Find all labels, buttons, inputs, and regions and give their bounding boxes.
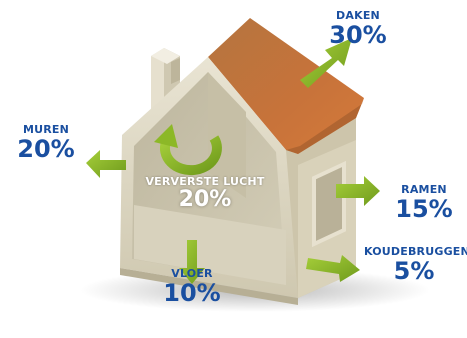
label-vloer-name: VLOER	[171, 267, 213, 280]
arrow-icon-daken	[300, 38, 352, 88]
arrow-icon-koudebruggen	[306, 255, 360, 282]
label-muren-value: 20%	[17, 135, 75, 163]
label-daken: DAKEN 30%	[326, 10, 390, 47]
label-ramen: RAMEN 15%	[388, 184, 460, 221]
label-koudebruggen-value: 5%	[393, 257, 435, 285]
arrow-icon-vloer	[179, 240, 205, 284]
label-ververste-lucht-name: VERVERSTE LUCHT	[145, 175, 265, 188]
label-koudebruggen: KOUDEBRUGGEN 5%	[364, 245, 467, 285]
label-muren-name: MUREN	[22, 123, 70, 136]
side-wall	[286, 118, 356, 298]
label-ramen-name: RAMEN	[401, 183, 447, 196]
window	[312, 160, 346, 248]
label-vloer-value: 10%	[163, 279, 221, 307]
label-ververste-lucht-value: 20%	[178, 187, 232, 212]
label-muren: MUREN 20%	[8, 124, 84, 161]
label-ramen-value: 15%	[395, 195, 453, 223]
label-ververste-lucht: VERVERSTE LUCHT 20%	[140, 176, 270, 211]
label-daken-name: DAKEN	[336, 9, 380, 22]
label-vloer: VLOER 10%	[156, 268, 228, 305]
front-wall	[120, 57, 298, 305]
roof	[208, 18, 364, 154]
circular-arrow-icon	[154, 124, 222, 176]
label-koudebruggen-name: KOUDEBRUGGEN	[364, 245, 467, 258]
arrow-icon-muren	[86, 150, 126, 178]
arrow-icon-ramen	[336, 176, 380, 206]
label-daken-value: 30%	[329, 21, 387, 49]
